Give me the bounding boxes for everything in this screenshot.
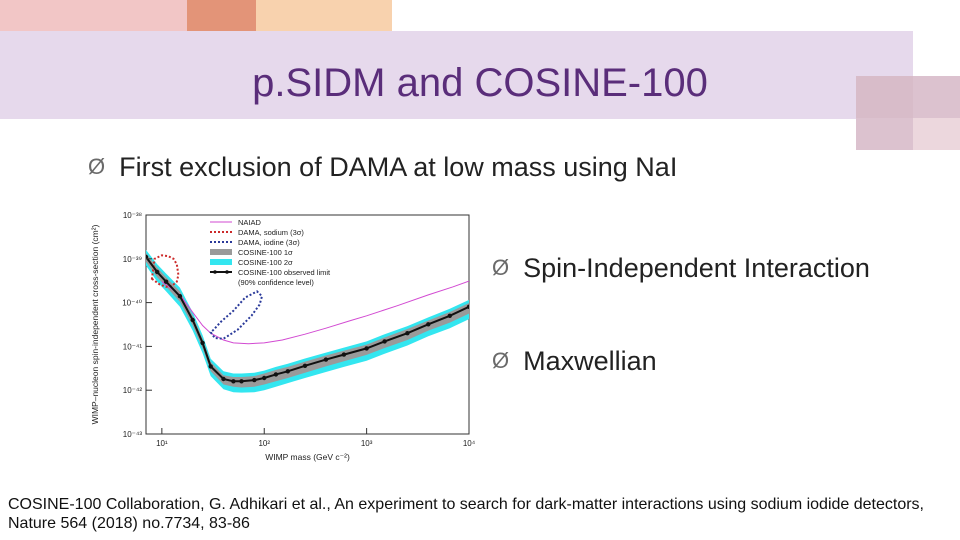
observed-limit-point	[252, 377, 257, 383]
observed-limit-point	[200, 340, 205, 346]
observed-limit-point	[273, 372, 279, 377]
observed-limit-point	[190, 317, 195, 323]
bullet-si-text: Spin-Independent Interaction	[523, 252, 870, 283]
legend-label: COSINE-100 observed limit	[238, 268, 331, 277]
observed-limit-point	[302, 363, 308, 368]
plot-area	[146, 249, 469, 393]
y-tick-label: 10⁻³⁸	[123, 211, 142, 220]
observed-limit-point	[231, 379, 236, 384]
y-tick-label: 10⁻⁴³	[123, 430, 143, 439]
observed-limit-point	[405, 331, 410, 336]
x-tick-label: 10⁴	[463, 439, 475, 448]
legend-label: DAMA, sodium (3σ)	[238, 228, 304, 237]
observed-limit-point	[466, 304, 469, 309]
naiad-line	[161, 280, 469, 345]
citation: COSINE-100 Collaboration, G. Adhikari et…	[8, 496, 924, 532]
bullet-arrow-icon: Ø	[492, 255, 510, 280]
observed-limit-point	[177, 294, 183, 299]
x-tick-label: 10¹	[156, 439, 168, 448]
legend-label: (90% confidence level)	[238, 278, 314, 287]
observed-limit-point	[146, 254, 149, 260]
observed-limit-point	[163, 279, 169, 284]
exclusion-chart: 10¹ 10² 10³ 10⁴ 10⁻³⁸ 10⁻³⁹ 10⁻⁴⁰ 10⁻⁴¹ 10⁻⁴² 10⁻…	[90, 211, 475, 462]
y-tick-label: 10⁻⁴¹	[123, 342, 143, 351]
bullet-si: Ø Spin-Independent Interaction	[492, 251, 870, 285]
bullet-arrow-icon: Ø	[88, 154, 106, 179]
bullet-maxwellian: Ø Maxwellian	[492, 344, 657, 378]
observed-limit-point	[239, 379, 244, 384]
observed-limit-point	[155, 269, 160, 275]
bullet-maxwellian-text: Maxwellian	[523, 345, 657, 376]
x-tick-label: 10²	[258, 439, 270, 448]
observed-limit-point	[447, 313, 452, 318]
observed-limit-point	[323, 357, 329, 362]
observed-limit-point	[341, 352, 347, 357]
slide-title: p.SIDM and COSINE-100	[252, 61, 708, 105]
observed-limit-point	[426, 322, 431, 327]
observed-limit-point	[364, 346, 369, 351]
legend-label: COSINE-100 1σ	[238, 248, 293, 257]
dama-sodium-contour	[150, 254, 180, 288]
legend-swatch	[210, 259, 232, 265]
observed-limit-point	[221, 376, 226, 382]
deco-block-rose	[913, 118, 960, 150]
legend-label: DAMA, iodine (3σ)	[238, 238, 300, 247]
dama-iodine-contour	[209, 290, 264, 340]
observed-limit-point	[285, 369, 290, 374]
bullet-main-text: First exclusion of DAMA at low mass usin…	[119, 151, 678, 182]
bullet-arrow-icon: Ø	[492, 348, 510, 373]
observed-limit-point	[208, 364, 213, 369]
observed-limit-point	[382, 339, 387, 344]
legend-dot	[225, 270, 229, 274]
title-band	[0, 31, 913, 119]
legend-label: COSINE-100 2σ	[238, 258, 293, 267]
deco-block-gray	[856, 76, 913, 118]
observed-limit-point	[262, 375, 267, 381]
y-axis-label: WIMP–nucleon spin-independent cross-sect…	[90, 224, 100, 424]
plot-frame	[145, 214, 470, 435]
y-tick-label: 10⁻³⁹	[123, 255, 142, 264]
legend-dot	[213, 270, 217, 274]
x-axis-label: WIMP mass (GeV c⁻²)	[265, 452, 350, 462]
y-tick-label: 10⁻⁴⁰	[122, 299, 142, 308]
x-tick-label: 10³	[361, 439, 373, 448]
legend-swatch	[210, 249, 232, 255]
y-tick-label: 10⁻⁴²	[123, 386, 143, 395]
legend-label: NAIAD	[238, 218, 262, 227]
bullet-main: Ø First exclusion of DAMA at low mass us…	[88, 150, 677, 184]
